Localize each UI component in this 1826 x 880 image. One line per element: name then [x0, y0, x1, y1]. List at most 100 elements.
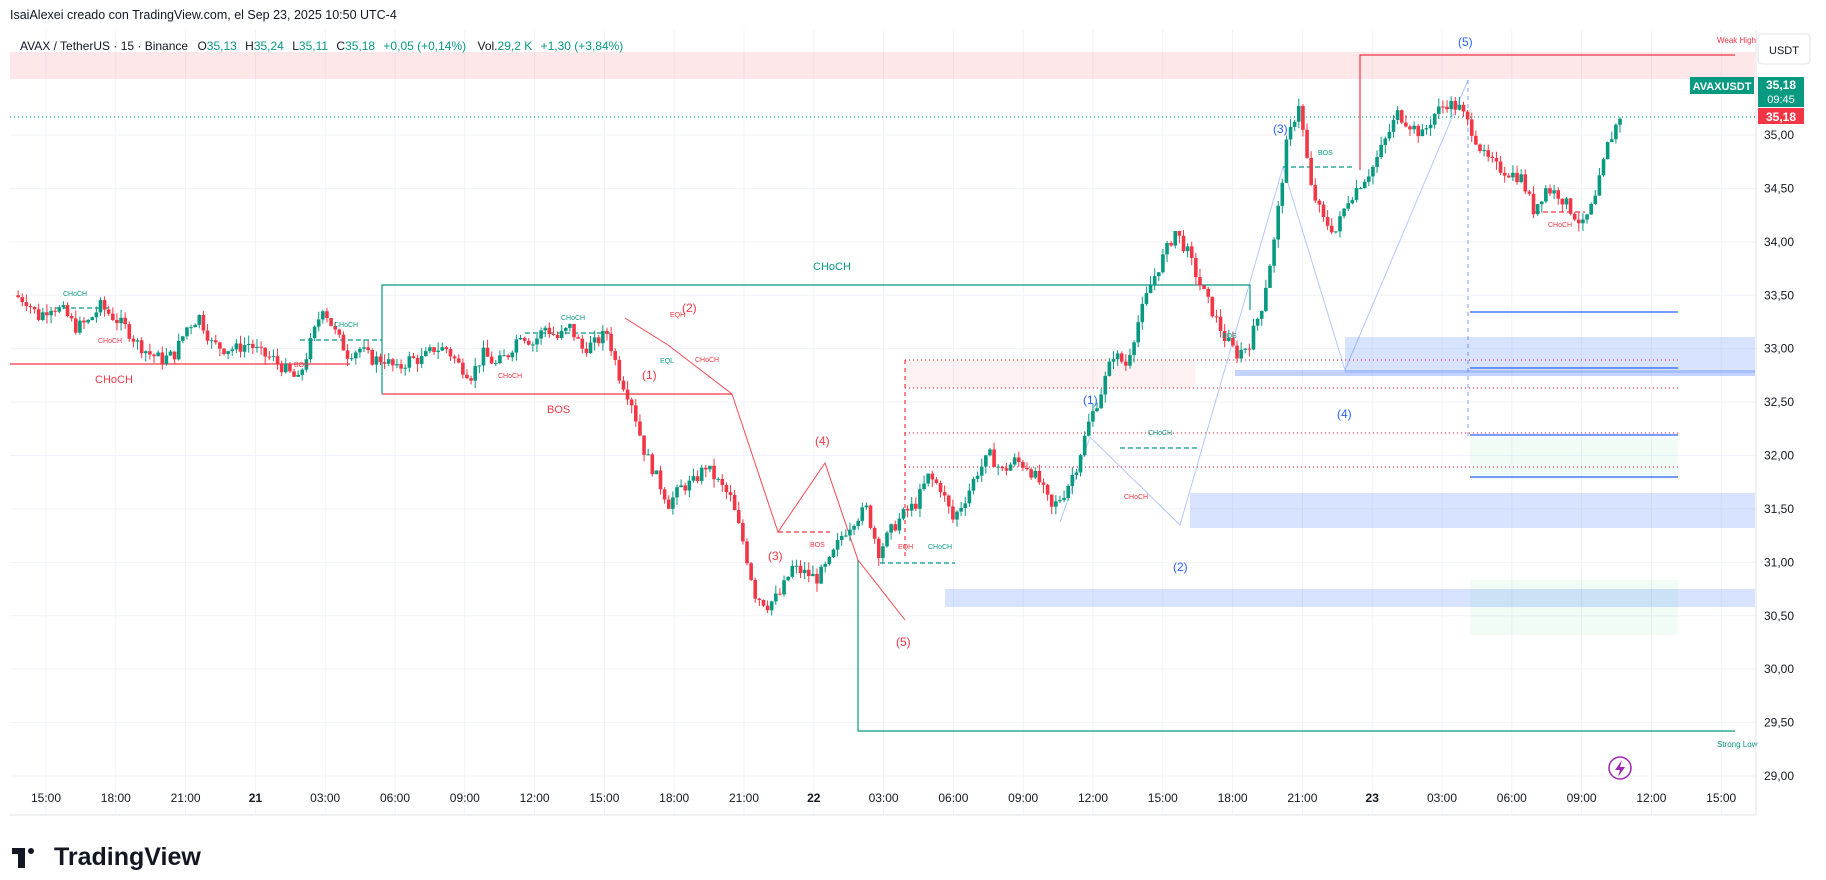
candle-body — [275, 356, 280, 364]
currency-button[interactable] — [1757, 33, 1811, 65]
bos-small-label-4: BOS — [294, 362, 309, 369]
candle-body — [57, 307, 62, 312]
candle-body — [1156, 272, 1161, 277]
bos-small-label-3: BOS — [810, 542, 825, 549]
candle-body — [312, 326, 317, 339]
candle-body — [494, 363, 498, 365]
candle-body — [353, 352, 358, 359]
candle-body — [1597, 175, 1602, 196]
candle-body — [1387, 131, 1392, 139]
candle-body — [522, 337, 527, 341]
candle-body — [98, 300, 103, 313]
candle-body — [592, 337, 597, 343]
candle-body — [473, 366, 478, 381]
candle-body — [1375, 156, 1379, 167]
time-tick-label: 23 — [1366, 791, 1380, 805]
candle-body — [1457, 104, 1462, 110]
candle-body — [905, 508, 910, 511]
price-tick-label: 31,50 — [1764, 502, 1794, 516]
supply-zone-dotted — [905, 360, 1195, 388]
candle-body — [885, 532, 889, 547]
candle-body — [671, 497, 675, 509]
candle-body — [1082, 435, 1087, 456]
wave-blue-4: (4) — [1337, 407, 1352, 421]
candle-body — [1177, 231, 1182, 236]
candle-body — [844, 535, 848, 537]
candle-body — [1185, 246, 1190, 252]
lightning-icon[interactable] — [1608, 756, 1632, 780]
candle-body — [432, 347, 436, 352]
candle-body — [374, 356, 379, 365]
candle-body — [391, 359, 395, 366]
candle-body — [1325, 217, 1330, 226]
time-tick-label: 12:00 — [520, 791, 550, 805]
wave-red-1: (1) — [642, 368, 657, 382]
candle-body — [131, 338, 136, 342]
candle-body — [1548, 188, 1552, 194]
time-tick-label: 15:00 — [31, 791, 61, 805]
candle-body — [1469, 119, 1474, 136]
time-axis-ticks: 15:00 18:00 21:00 21 03:00 06:00 09:00 12:00 15:… — [31, 791, 1737, 805]
candle-body — [646, 454, 650, 456]
time-tick-label: 09:00 — [450, 791, 480, 805]
candle-body — [679, 485, 683, 488]
candle-body — [1115, 353, 1120, 360]
candle-body — [498, 355, 502, 364]
legend-o-value: 35,13 — [207, 39, 237, 53]
legend-l-value: 35,11 — [299, 39, 328, 53]
candle-body — [662, 489, 667, 500]
candle-body — [1062, 498, 1066, 501]
candle-body — [778, 593, 782, 595]
candle-body — [1338, 216, 1342, 232]
time-tick-label: 03:00 — [1427, 791, 1457, 805]
candle-body — [197, 315, 202, 325]
legend-vol-change: +1,30 (+3,84%) — [541, 39, 624, 53]
candle-body — [872, 527, 877, 539]
candle-body — [1445, 106, 1449, 110]
candle-body — [650, 454, 655, 475]
candle-body — [1461, 104, 1466, 112]
candle-body — [1165, 243, 1169, 255]
candle-body — [1494, 158, 1499, 162]
time-tick-label: 03:00 — [869, 791, 899, 805]
candle-body — [510, 352, 515, 358]
candle-body — [1078, 455, 1083, 473]
legend-vol-value: 29,2 K — [498, 39, 533, 53]
candle-body — [1358, 188, 1363, 190]
candle-body — [1383, 138, 1388, 146]
candle-body — [1437, 106, 1441, 114]
candle-body — [45, 312, 49, 316]
candle-body — [712, 465, 716, 480]
legend-h-value: 35,24 — [254, 39, 284, 53]
candle-body — [152, 354, 156, 357]
candle-body — [218, 342, 222, 349]
legend-c-value: 35,18 — [345, 39, 375, 53]
candle-body — [1535, 204, 1540, 215]
candle-body — [444, 347, 449, 350]
candle-body — [300, 369, 305, 375]
candle-body — [938, 483, 943, 493]
choch-small-label-1: CHoCH — [63, 291, 87, 298]
candle-body — [1342, 208, 1346, 217]
candle-body — [839, 535, 844, 541]
candle-body — [205, 330, 210, 341]
candle-body — [576, 337, 580, 339]
candle-body — [901, 508, 906, 519]
time-tick-label: 21 — [249, 791, 263, 805]
candle-body — [1045, 484, 1050, 495]
candle-body — [1169, 243, 1173, 246]
candle-body — [1354, 188, 1359, 200]
candle-body — [1070, 474, 1075, 486]
price-tick-label: 33,00 — [1764, 342, 1794, 356]
symbol-badge — [1690, 77, 1754, 94]
candle-body — [102, 300, 107, 310]
price-tick-label: 34,50 — [1764, 181, 1794, 195]
candle-body — [238, 343, 243, 352]
candle-body — [1222, 331, 1227, 342]
candle-body — [1095, 408, 1099, 412]
candle-body — [283, 363, 288, 373]
candle-body — [1173, 231, 1178, 246]
candle-body — [909, 503, 914, 511]
candle-body — [1564, 198, 1569, 205]
